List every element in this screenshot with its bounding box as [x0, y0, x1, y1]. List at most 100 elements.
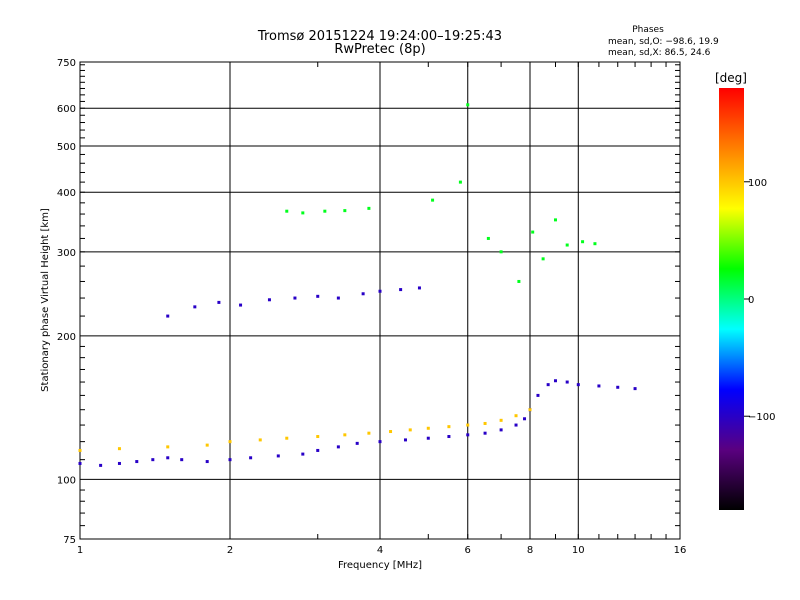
data-point	[597, 384, 601, 388]
data-point	[486, 236, 490, 240]
data-point	[553, 218, 557, 222]
x-tick-label: 16	[674, 545, 687, 556]
data-point	[458, 180, 462, 184]
data-point	[228, 458, 232, 462]
data-point	[483, 431, 487, 435]
data-point	[343, 433, 347, 437]
data-point	[466, 433, 470, 437]
data-point	[483, 421, 487, 425]
chart-title: Tromsø 20151224 19:24:00–19:25:43	[257, 29, 502, 44]
data-point	[499, 428, 503, 432]
colorbar-label: [deg]	[715, 71, 747, 85]
data-point	[466, 103, 470, 107]
y-tick-label: 600	[57, 104, 76, 115]
data-point	[239, 303, 243, 307]
data-point	[541, 257, 545, 261]
data-point	[399, 288, 403, 292]
data-point	[249, 456, 253, 460]
chart-subtitle: RwPretec (8p)	[334, 42, 425, 57]
data-point	[78, 448, 82, 452]
data-point	[355, 441, 359, 445]
data-point	[285, 436, 289, 440]
x-tick-label: 2	[227, 545, 233, 556]
data-point	[117, 461, 121, 465]
data-point	[361, 292, 365, 296]
data-point	[389, 430, 393, 434]
data-point	[403, 438, 407, 442]
data-point	[316, 294, 320, 298]
data-point	[166, 456, 170, 460]
data-point	[536, 393, 540, 397]
data-point	[323, 209, 327, 213]
data-point	[316, 435, 320, 439]
colorbar-ticks: 100 0 −100	[744, 178, 775, 423]
data-point	[78, 461, 82, 465]
data-point	[180, 458, 184, 462]
data-point	[633, 387, 637, 391]
data-point	[408, 428, 412, 432]
colorbar-tick-label: 100	[748, 178, 767, 189]
data-point	[205, 460, 209, 464]
data-point	[581, 240, 585, 244]
data-point	[99, 463, 103, 467]
colorbar-tick-label: −100	[748, 412, 775, 423]
data-point	[499, 418, 503, 422]
data-point	[531, 230, 535, 234]
y-tick-label: 200	[57, 332, 76, 343]
data-point	[417, 286, 421, 290]
data-point	[193, 305, 197, 309]
data-point	[343, 209, 347, 213]
y-tick-label: 500	[57, 142, 76, 153]
data-point	[616, 385, 620, 389]
data-point	[267, 298, 271, 302]
data-point	[336, 296, 340, 300]
y-tick-label: 75	[63, 535, 76, 546]
data-point	[523, 417, 527, 421]
data-point	[228, 440, 232, 444]
x-tick-label: 1	[77, 545, 83, 556]
data-point	[431, 198, 435, 202]
data-point	[293, 296, 297, 300]
y-axis-label: Stationary phase Virtual Height [km]	[40, 208, 51, 392]
data-point	[593, 242, 597, 246]
data-point	[217, 300, 221, 304]
data-point	[258, 438, 262, 442]
data-point	[514, 414, 518, 418]
data-point	[528, 408, 532, 412]
data-point	[205, 443, 209, 447]
y-tick-label: 750	[57, 58, 76, 69]
plot-area: 1 2 4 6 8 10 16 75 100 200 300 400 500 600 750	[57, 58, 686, 556]
data-point	[426, 426, 430, 430]
data-point	[151, 458, 155, 462]
data-point	[514, 423, 518, 427]
data-point	[546, 383, 550, 387]
y-tick-label: 400	[57, 188, 76, 199]
data-point	[135, 460, 139, 464]
data-point	[301, 452, 305, 456]
phase-info-title: Phases	[632, 25, 664, 35]
x-tick-label: 6	[465, 545, 471, 556]
colorbar-tick-label: 0	[748, 295, 754, 306]
x-tick-label: 4	[377, 545, 383, 556]
y-tick-label: 100	[57, 475, 76, 486]
data-point	[166, 445, 170, 449]
data-point	[316, 448, 320, 452]
data-point	[285, 209, 289, 213]
data-point	[367, 206, 371, 210]
x-axis-label: Frequency [MHz]	[338, 560, 422, 571]
data-point	[367, 431, 371, 435]
data-point	[499, 250, 503, 254]
data-point	[466, 423, 470, 427]
data-point	[336, 445, 340, 449]
y-tick-label: 300	[57, 248, 76, 259]
data-point	[378, 289, 382, 293]
phase-info-o: mean, sd,O: −98.6, 19.9	[608, 37, 719, 47]
data-point	[378, 440, 382, 444]
data-point	[447, 435, 451, 439]
data-point	[553, 379, 557, 383]
x-tick-label: 8	[527, 545, 533, 556]
data-point	[301, 211, 305, 215]
data-point	[517, 279, 521, 283]
data-point	[426, 436, 430, 440]
